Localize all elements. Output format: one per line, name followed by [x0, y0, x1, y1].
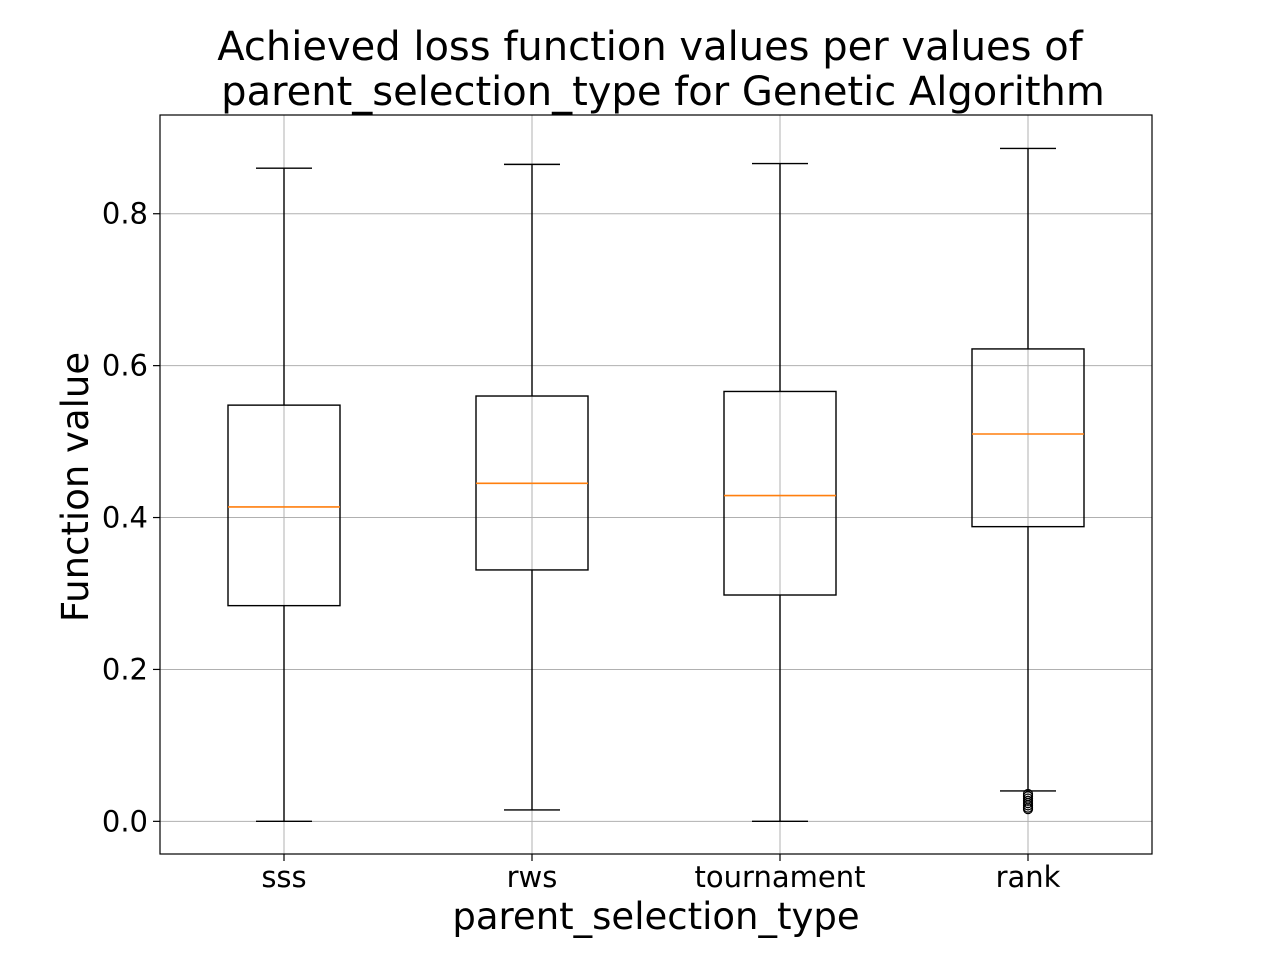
box-group-tournament — [723, 162, 837, 823]
x-tick-label: sss — [261, 860, 306, 894]
grid-layer — [160, 115, 1152, 854]
x-tick-label: rws — [507, 860, 558, 894]
chart-title-line-1: Achieved loss function values per values… — [217, 24, 1083, 70]
y-tick-label: 0.0 — [102, 804, 148, 838]
iqr-box — [227, 404, 341, 607]
y-axis-label: Function value — [54, 352, 97, 622]
plot-layer — [227, 147, 1085, 823]
iqr-box — [971, 348, 1085, 528]
y-tick-label: 0.6 — [102, 349, 148, 383]
box-group-rws — [475, 163, 589, 811]
x-tick-label: tournament — [695, 860, 866, 894]
chart-title-line-2: parent_selection_type for Genetic Algori… — [221, 69, 1105, 115]
box-group-sss — [227, 167, 341, 823]
box-group-rank — [971, 147, 1085, 815]
y-tick-label: 0.8 — [102, 197, 148, 231]
x-tick-label: rank — [996, 860, 1061, 894]
outlier-point — [1022, 804, 1034, 815]
x-axis-label: parent_selection_type — [452, 895, 859, 938]
tick-layer: 0.0 0.2 0.4 0.6 0.8 sss rws tournament rank — [102, 197, 1061, 894]
y-tick-label: 0.2 — [102, 652, 148, 686]
iqr-box — [723, 390, 837, 596]
y-tick-label: 0.4 — [102, 501, 148, 535]
plot-frame — [159, 114, 1153, 855]
